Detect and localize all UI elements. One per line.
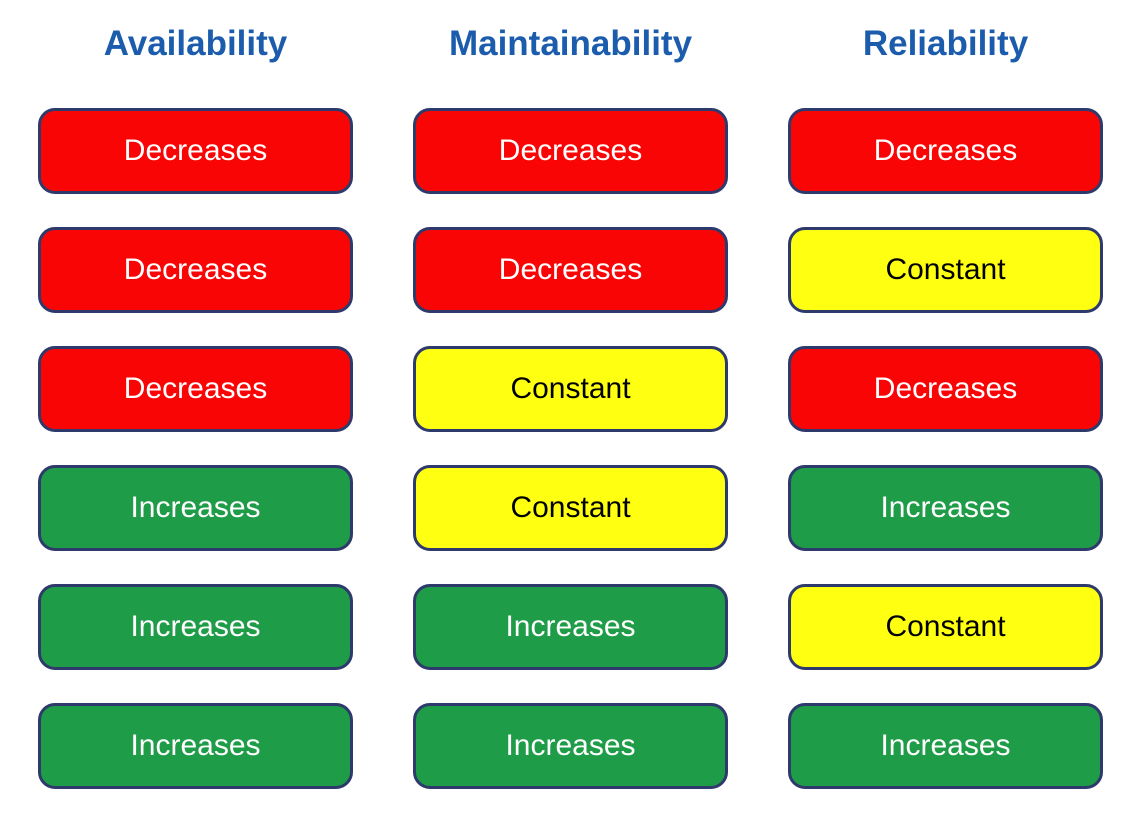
cell-reliability-4: Increases — [788, 465, 1103, 551]
cell-reliability-6: Increases — [788, 703, 1103, 789]
cell-availability-3: Decreases — [38, 346, 353, 432]
cell-maintainability-6: Increases — [413, 703, 728, 789]
column-cells-availability: Decreases Decreases Decreases Increases Incr… — [38, 108, 353, 789]
cell-availability-4: Increases — [38, 465, 353, 551]
column-reliability: Reliability Decreases Constant Decreases Inc… — [788, 0, 1103, 818]
cell-availability-1: Decreases — [38, 108, 353, 194]
column-header-availability: Availability — [103, 24, 288, 63]
cell-availability-5: Increases — [38, 584, 353, 670]
cell-maintainability-5: Increases — [413, 584, 728, 670]
cell-maintainability-4: Constant — [413, 465, 728, 551]
cell-reliability-3: Decreases — [788, 346, 1103, 432]
column-header-maintainability: Maintainability — [448, 24, 693, 63]
cell-reliability-2: Constant — [788, 227, 1103, 313]
cell-reliability-5: Constant — [788, 584, 1103, 670]
column-maintainability: Maintainability Decreases Decreases Constan… — [413, 0, 728, 818]
column-cells-reliability: Decreases Constant Decreases Increases Const… — [788, 108, 1103, 789]
cell-maintainability-3: Constant — [413, 346, 728, 432]
column-cells-maintainability: Decreases Decreases Constant Constant Increa… — [413, 108, 728, 789]
column-header-reliability: Reliability — [862, 24, 1029, 63]
cell-reliability-1: Decreases — [788, 108, 1103, 194]
cell-availability-2: Decreases — [38, 227, 353, 313]
cell-maintainability-1: Decreases — [413, 108, 728, 194]
column-availability: Availability Decreases Decreases Decreases I… — [38, 0, 353, 818]
cell-maintainability-2: Decreases — [413, 227, 728, 313]
cell-availability-6: Increases — [38, 703, 353, 789]
